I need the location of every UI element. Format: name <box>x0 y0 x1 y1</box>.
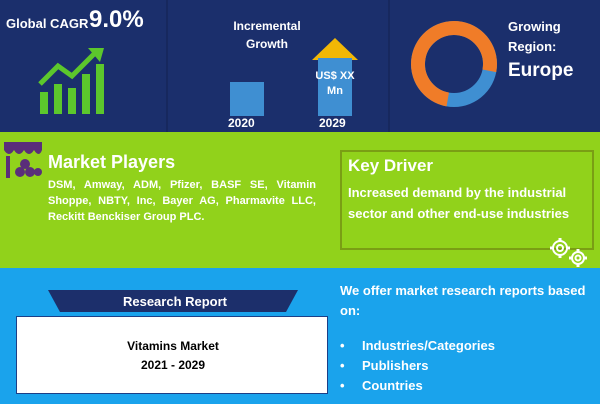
market-players-title: Market Players <box>48 152 176 172</box>
growth-panel: Incremental Growth 2020 US$ XX Mn 2029 <box>168 0 388 132</box>
year-2020-label: 2020 <box>228 116 255 130</box>
list-item: • Publishers <box>340 356 495 376</box>
key-driver-title: Key Driver <box>348 156 434 175</box>
cagr-panel: Global CAGR 9.0% <box>0 0 166 132</box>
bullet-icon: • <box>340 378 345 393</box>
market-players-list: DSM, Amway, ADM, Pfizer, BASF SE, Vitami… <box>48 179 316 223</box>
bar-2020 <box>230 82 264 116</box>
key-driver-box: Key Driver Increased demand by the indus… <box>340 150 594 250</box>
growth-chart-icon <box>38 48 104 114</box>
growing-region-value: Europe <box>508 60 574 81</box>
offer-list: • Industries/Categories • Publishers • Coun… <box>340 336 495 396</box>
up-arrow-icon <box>312 38 358 60</box>
offer-title: We offer market research reports based o… <box>340 283 586 318</box>
bullet-icon: • <box>340 338 345 353</box>
market-stall-icon <box>4 142 42 178</box>
list-item: • Countries <box>340 376 495 396</box>
research-report-banner <box>48 290 298 312</box>
bar-2029 <box>318 58 352 116</box>
growth-value-label: US$ XX Mn <box>315 70 355 97</box>
list-item: • Industries/Categories <box>340 336 495 356</box>
gears-icon <box>550 238 587 267</box>
year-2029-label: 2029 <box>319 116 346 130</box>
report-card: Vitamins Market 2021 - 2029 <box>16 316 328 394</box>
growing-region-label: Growing Region: <box>508 19 561 54</box>
bullet-icon: • <box>340 358 345 373</box>
bottom-band: Research Report Vitamins Market 2021 - 2… <box>0 268 600 404</box>
middle-band: Market Players DSM, Amway, ADM, Pfizer, … <box>0 132 600 268</box>
donut-chart-icon <box>411 21 497 107</box>
region-panel: Growing Region: Europe <box>390 0 600 132</box>
cagr-label: Global CAGR <box>6 16 89 31</box>
incremental-growth-label: Incremental Growth <box>233 19 301 51</box>
key-driver-text: Increased demand by the industrial secto… <box>348 185 570 221</box>
research-report-label: Research Report <box>122 294 228 309</box>
report-years: 2021 - 2029 <box>140 358 206 372</box>
report-title: Vitamins Market <box>127 339 219 353</box>
cagr-value: 9.0% <box>89 6 144 33</box>
